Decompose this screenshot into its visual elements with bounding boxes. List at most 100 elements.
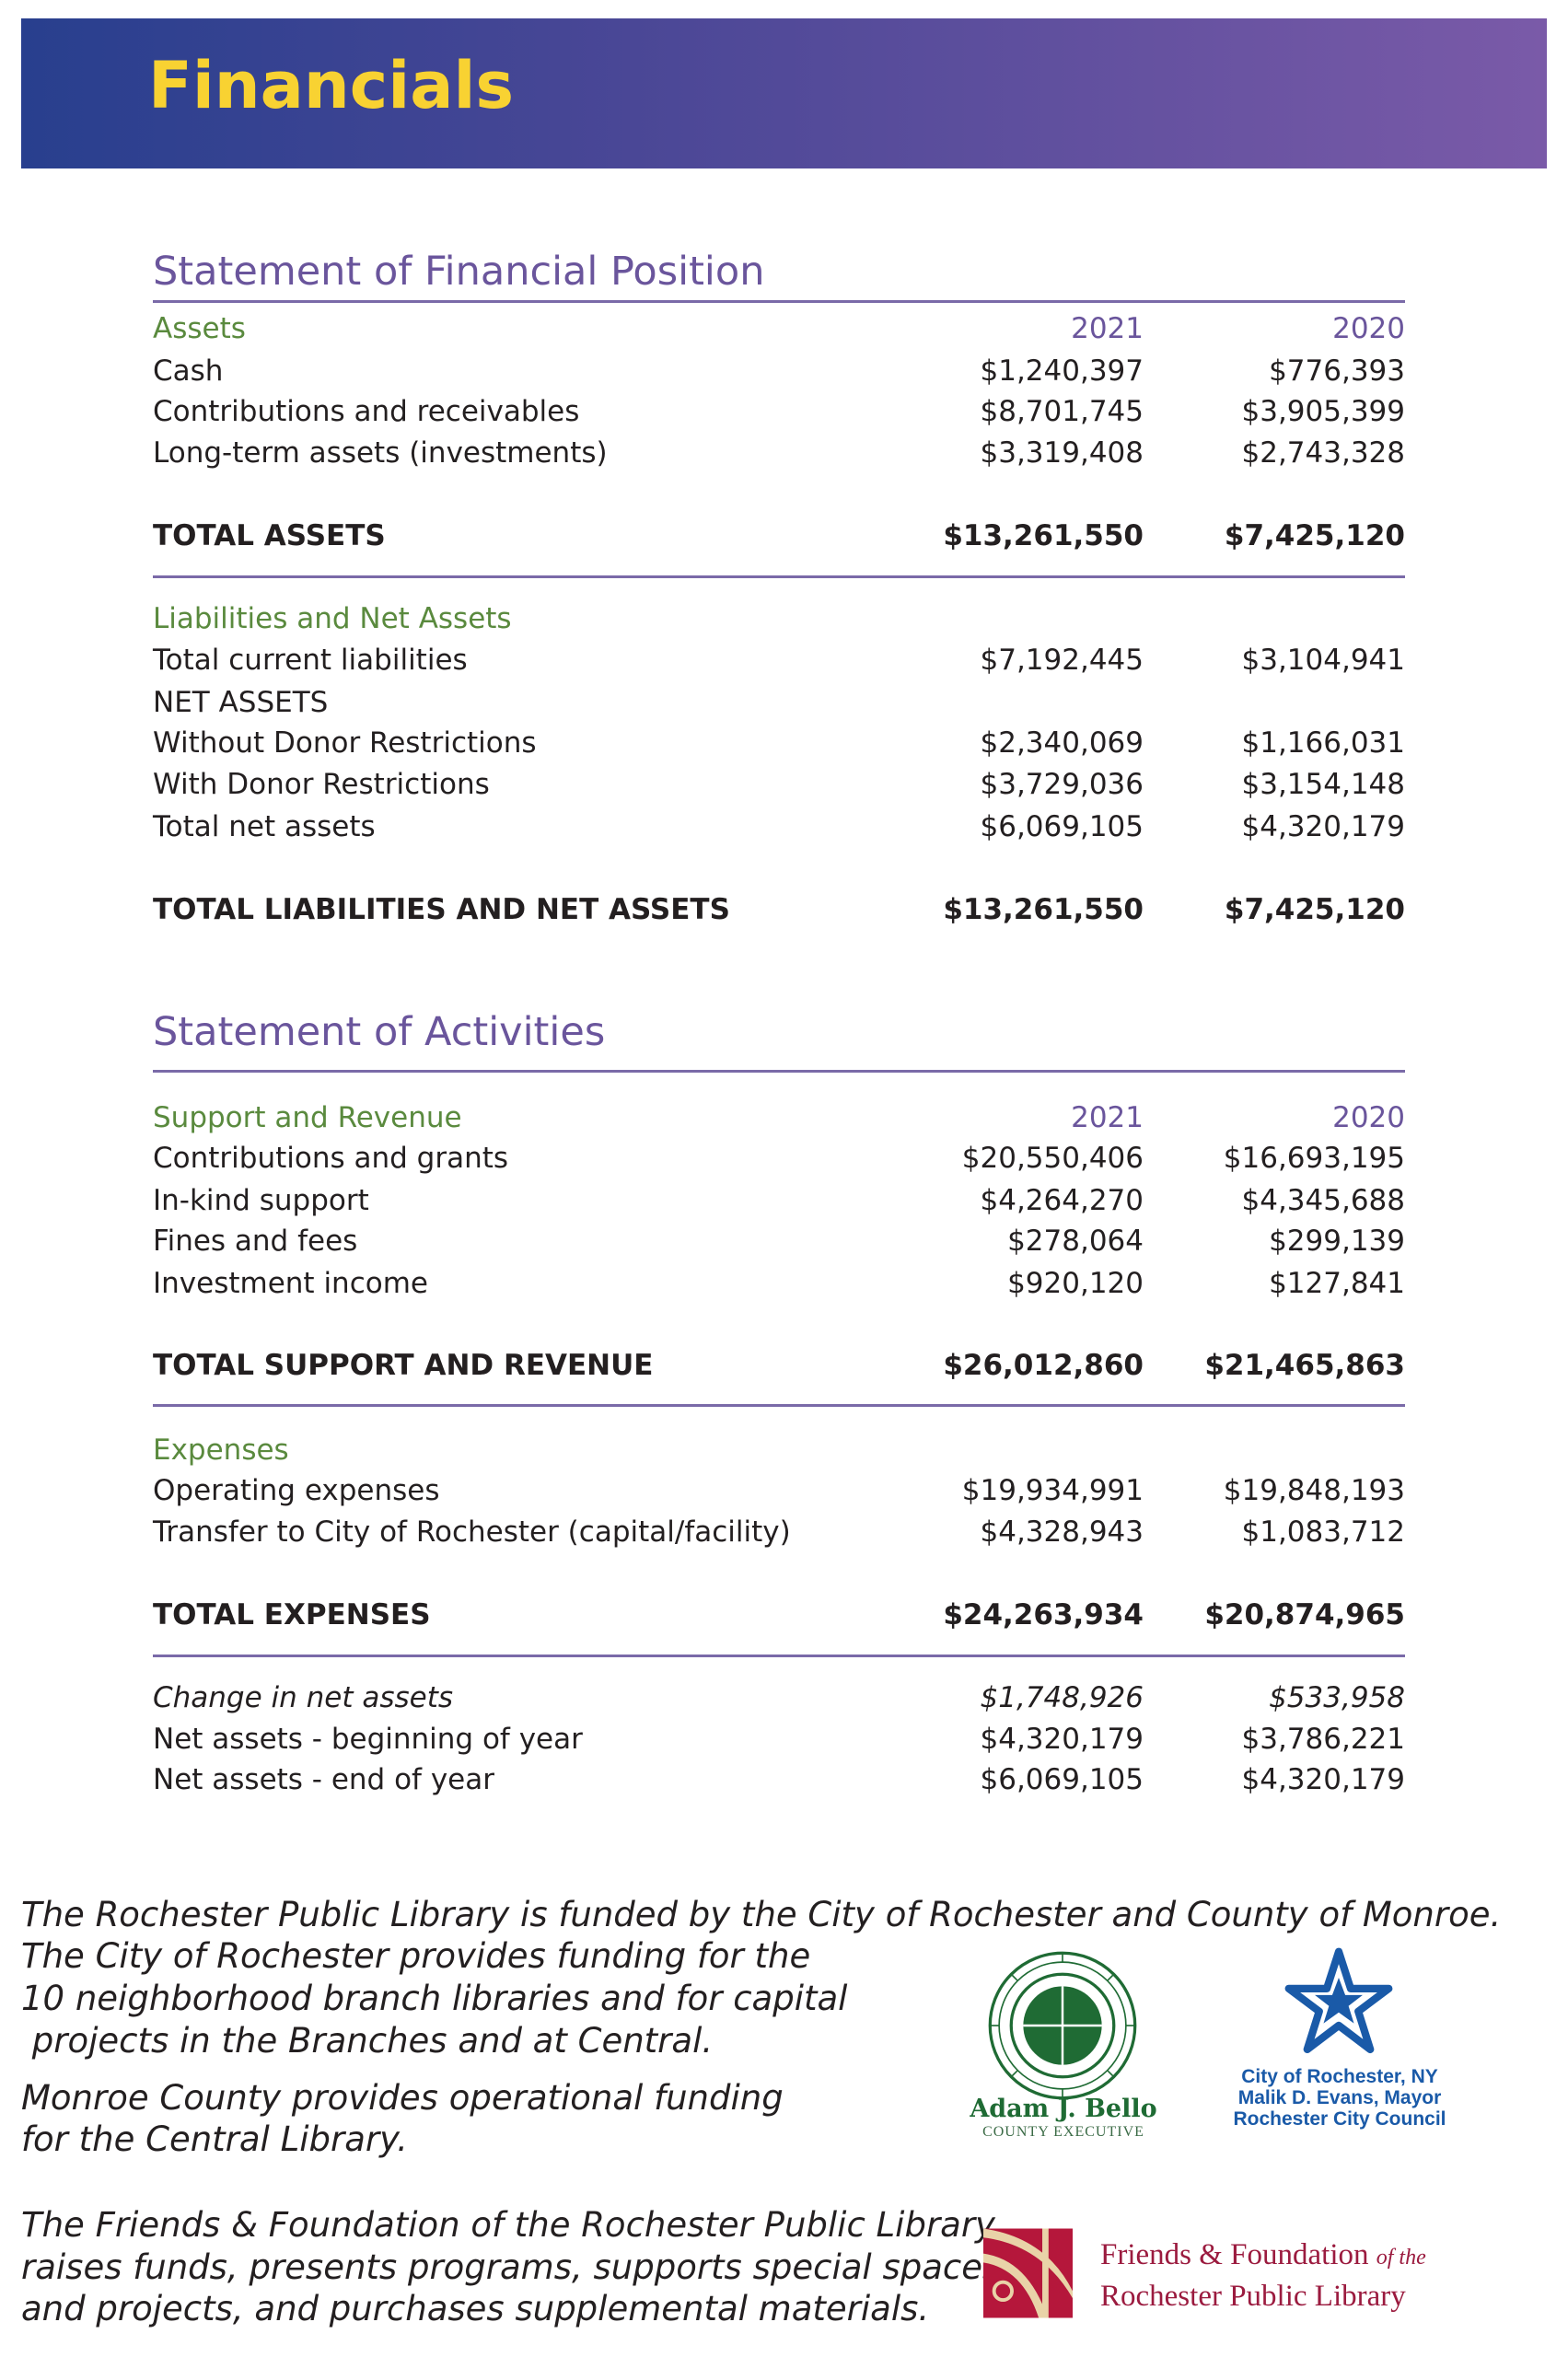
friends-note-line: and projects, and purchases supplemental… xyxy=(21,2289,930,2328)
section-title-financial-position: Statement of Financial Position xyxy=(153,249,765,295)
city-line: City of Rochester, NY xyxy=(1241,2066,1438,2087)
row-label: Fines and fees xyxy=(153,1225,358,1258)
value-2021: $7,192,445 xyxy=(980,644,1144,677)
row-label: Investment income xyxy=(153,1267,428,1300)
divider xyxy=(153,300,1405,303)
row-label: Long-term assets (investments) xyxy=(153,436,608,470)
table-row: In-kind support $4,264,270 $4,345,688 xyxy=(153,1180,1405,1222)
value-2020: $16,693,195 xyxy=(1223,1142,1405,1175)
year-2021: 2021 xyxy=(1071,1101,1144,1134)
row-label: Net assets - beginning of year xyxy=(153,1723,583,1756)
value-2021: $8,701,745 xyxy=(980,395,1144,428)
friends-line1: Friends & Foundation xyxy=(1100,2238,1369,2271)
value-2021: $2,340,069 xyxy=(980,726,1144,760)
county-executive-title: COUNTY EXECUTIVE xyxy=(982,2124,1144,2140)
total-liabilities-row: TOTAL LIABILITIES AND NET ASSETS $13,261,… xyxy=(153,889,1405,931)
row-label: TOTAL LIABILITIES AND NET ASSETS xyxy=(153,893,730,926)
table-row: NET ASSETS xyxy=(153,682,1405,724)
support-header-row: Support and Revenue 2021 2020 xyxy=(153,1097,1405,1139)
value-2020: $4,320,179 xyxy=(1241,1763,1406,1796)
value-2020: $533,958 xyxy=(1269,1681,1405,1714)
table-row: Operating expenses $19,934,991 $19,848,193 xyxy=(153,1470,1405,1512)
table-row: Long-term assets (investments) $3,319,408… xyxy=(153,433,1405,474)
value-2021: $4,328,943 xyxy=(980,1515,1144,1549)
row-label: Operating expenses xyxy=(153,1474,440,1507)
value-2021: $1,240,397 xyxy=(980,354,1144,388)
friends-foundation-logo-text: Friends & Foundation of the Rochester Pu… xyxy=(1100,2235,1426,2316)
friends-note-line: raises funds, presents programs, support… xyxy=(21,2247,1001,2287)
value-2020: $776,393 xyxy=(1269,354,1405,388)
page-title: Financials xyxy=(148,48,515,123)
table-row: Net assets - beginning of year $4,320,179… xyxy=(153,1719,1405,1760)
row-label: Net assets - end of year xyxy=(153,1763,494,1796)
change-net-assets-row: Change in net assets $1,748,926 $533,958 xyxy=(153,1678,1405,1719)
divider xyxy=(153,575,1405,578)
friends-line2: Rochester Public Library xyxy=(1100,2280,1406,2313)
table-row: Total net assets $6,069,105 $4,320,179 xyxy=(153,807,1405,848)
total-expenses-row: TOTAL EXPENSES $24,263,934 $20,874,965 xyxy=(153,1595,1405,1636)
funding-note-line: for the Central Library. xyxy=(21,2119,408,2159)
table-row: Net assets - end of year $6,069,105 $4,320… xyxy=(153,1759,1405,1801)
value-2020: $4,320,179 xyxy=(1241,810,1406,843)
value-2021: $19,934,991 xyxy=(961,1474,1144,1507)
assets-header-row: Assets 2021 2020 xyxy=(153,308,1405,350)
value-2020: $3,905,399 xyxy=(1241,395,1406,428)
county-executive-name: Adam J. Bello xyxy=(970,2095,1157,2123)
table-row: Investment income $920,120 $127,841 xyxy=(153,1263,1405,1305)
value-2021: $26,012,860 xyxy=(943,1349,1144,1382)
row-label: Expenses xyxy=(153,1434,289,1467)
value-2020: $3,786,221 xyxy=(1241,1723,1406,1756)
year-2020: 2020 xyxy=(1332,312,1405,345)
value-2021: $13,261,550 xyxy=(943,893,1144,926)
table-row: Cash $1,240,397 $776,393 xyxy=(153,351,1405,392)
value-2021: $3,729,036 xyxy=(980,768,1144,801)
funding-note-line: projects in the Branches and at Central. xyxy=(21,2021,714,2061)
friends-line1-small: of the xyxy=(1376,2246,1426,2270)
value-2020: $20,874,965 xyxy=(1204,1598,1405,1631)
value-2021: $24,263,934 xyxy=(943,1598,1144,1631)
value-2020: $3,154,148 xyxy=(1241,768,1406,801)
value-2020: $1,166,031 xyxy=(1241,726,1406,760)
monroe-county-seal-logo xyxy=(988,1951,1137,2100)
divider xyxy=(153,1655,1405,1657)
value-2020: $19,848,193 xyxy=(1223,1474,1405,1507)
row-label: TOTAL EXPENSES xyxy=(153,1598,431,1631)
row-label: Transfer to City of Rochester (capital/f… xyxy=(153,1515,791,1549)
funding-note-line: The Rochester Public Library is funded b… xyxy=(21,1895,1502,1934)
mayor-line: Malik D. Evans, Mayor xyxy=(1237,2087,1442,2108)
value-2021: $4,320,179 xyxy=(980,1723,1144,1756)
value-2020: $299,139 xyxy=(1269,1225,1405,1258)
value-2020: $127,841 xyxy=(1269,1267,1405,1300)
value-2021: $1,748,926 xyxy=(980,1681,1144,1714)
value-2021: $6,069,105 xyxy=(980,810,1144,843)
table-row: Contributions and grants $20,550,406 $16,6… xyxy=(153,1138,1405,1179)
total-support-row: TOTAL SUPPORT AND REVENUE $26,012,860 $21,… xyxy=(153,1345,1405,1387)
council-line: Rochester City Council xyxy=(1233,2108,1446,2130)
row-label: Support and Revenue xyxy=(153,1101,462,1134)
county-executive-logo: Adam J. Bello COUNTY EXECUTIVE xyxy=(958,2095,1169,2141)
divider xyxy=(153,1070,1405,1073)
table-row: Contributions and receivables $8,701,745 $… xyxy=(153,391,1405,433)
funding-note-line: 10 neighborhood branch libraries and for… xyxy=(21,1979,848,2018)
liabilities-header-row: Liabilities and Net Assets xyxy=(153,598,1405,640)
row-label: Contributions and grants xyxy=(153,1142,509,1175)
value-2021: $20,550,406 xyxy=(961,1142,1144,1175)
header-banner: Financials xyxy=(21,18,1547,168)
value-2020: $1,083,712 xyxy=(1241,1515,1406,1549)
row-label: TOTAL ASSETS xyxy=(153,519,386,552)
row-label: Contributions and receivables xyxy=(153,395,580,428)
friends-foundation-logo-mark xyxy=(983,2228,1073,2318)
divider xyxy=(153,1404,1405,1407)
value-2020: $4,345,688 xyxy=(1241,1184,1406,1217)
section-title-activities: Statement of Activities xyxy=(153,1009,606,1055)
expenses-header-row: Expenses xyxy=(153,1430,1405,1471)
value-2020: $2,743,328 xyxy=(1241,436,1406,470)
value-2021: $278,064 xyxy=(1007,1225,1144,1258)
table-row: Transfer to City of Rochester (capital/f… xyxy=(153,1512,1405,1553)
total-assets-row: TOTAL ASSETS $13,261,550 $7,425,120 xyxy=(153,516,1405,557)
year-2021: 2021 xyxy=(1071,312,1144,345)
value-2021: $920,120 xyxy=(1007,1267,1144,1300)
funding-note-line: The City of Rochester provides funding f… xyxy=(21,1936,811,1976)
row-label: In-kind support xyxy=(153,1184,369,1217)
row-label: Total current liabilities xyxy=(153,644,468,677)
